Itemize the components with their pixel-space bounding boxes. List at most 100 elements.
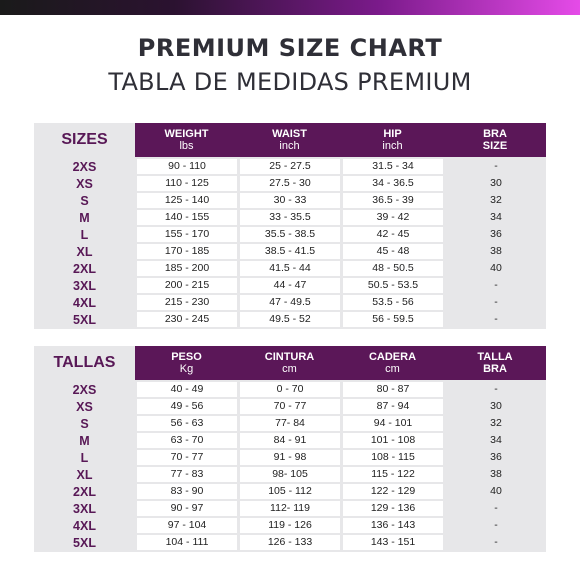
size-label: XS	[76, 400, 93, 414]
column-unit: lbs	[179, 140, 194, 152]
table-row: S 56 - 63 77- 84 94 - 101 32	[34, 416, 546, 433]
column-title: CINTURA	[264, 351, 315, 363]
size-chart-table-spanish: TALLAS PESO Kg CINTURA cm CADERA cm TALL…	[34, 346, 546, 552]
table-cell: 38	[490, 468, 502, 480]
top-gradient-bar	[0, 0, 580, 15]
table-cell: 136 - 143	[343, 518, 443, 533]
column-header-peso: PESO Kg	[135, 346, 238, 380]
size-label: 3XL	[73, 279, 96, 293]
size-label: 4XL	[73, 296, 96, 310]
table-cell: 41.5 - 44	[240, 261, 340, 276]
table-cell: 36.5 - 39	[343, 193, 443, 208]
table-cell: 155 - 170	[137, 227, 237, 242]
table-cell: 129 - 136	[343, 501, 443, 516]
table-cell: 39 - 42	[343, 210, 443, 225]
table-cell: 105 - 112	[240, 484, 340, 499]
table-cell: 36	[490, 451, 502, 463]
column-unit: inch	[382, 140, 403, 152]
table-cell: 90 - 110	[137, 159, 237, 174]
table-cell: 215 - 230	[137, 295, 237, 310]
table-row: 2XS 40 - 49 0 - 70 80 - 87 -	[34, 382, 546, 399]
table-cell: 0 - 70	[240, 382, 340, 397]
table-label: TALLAS	[53, 354, 116, 371]
column-header-cadera: CADERA cm	[341, 346, 444, 380]
size-chart-table-english: SIZES WEIGHT lbs WAIST inch HIP inch BRA…	[34, 123, 546, 329]
table-cell: 31.5 - 34	[343, 159, 443, 174]
table-header: PESO Kg CINTURA cm CADERA cm TALLA BRA	[135, 346, 546, 380]
table-cell: 70 - 77	[240, 399, 340, 414]
size-label: XL	[76, 245, 93, 259]
size-label: 4XL	[73, 519, 96, 533]
table-cell: 32	[490, 417, 502, 429]
column-unit: BRA	[483, 363, 507, 375]
table-cell: 90 - 97	[137, 501, 237, 516]
table-row: 5XL 104 - 111 126 - 133 143 - 151 -	[34, 535, 546, 552]
column-header-bra-size: BRA SIZE	[444, 123, 546, 157]
table-cell: 77- 84	[240, 416, 340, 431]
size-label: 2XS	[72, 383, 97, 397]
table-cell: -	[494, 519, 498, 531]
size-label: 2XL	[73, 262, 96, 276]
table-cell: 35.5 - 38.5	[240, 227, 340, 242]
table-cell: 87 - 94	[343, 399, 443, 414]
table-row: 3XL 90 - 97 112- 119 129 - 136 -	[34, 501, 546, 518]
table-row: XS 110 - 125 27.5 - 30 34 - 36.5 30	[34, 176, 546, 193]
size-label: L	[80, 451, 89, 465]
column-header-weight: WEIGHT lbs	[135, 123, 238, 157]
column-title: BRA	[483, 128, 507, 140]
table-cell: 101 - 108	[343, 433, 443, 448]
table-cell: 126 - 133	[240, 535, 340, 550]
table-row: XL 170 - 185 38.5 - 41.5 45 - 48 38	[34, 244, 546, 261]
table-label: SIZES	[61, 131, 108, 148]
column-header-waist: WAIST inch	[238, 123, 341, 157]
size-label: 2XL	[73, 485, 96, 499]
table-cell: 125 - 140	[137, 193, 237, 208]
table-row: M 140 - 155 33 - 35.5 39 - 42 34	[34, 210, 546, 227]
column-header-hip: HIP inch	[341, 123, 444, 157]
table-row: 4XL 97 - 104 119 - 126 136 - 143 -	[34, 518, 546, 535]
table-cell: 104 - 111	[137, 535, 237, 550]
column-title: CADERA	[368, 351, 417, 363]
size-label: M	[79, 434, 90, 448]
table-cell: 91 - 98	[240, 450, 340, 465]
table-cell: 34	[490, 211, 502, 223]
size-label: 3XL	[73, 502, 96, 516]
table-row: XL 77 - 83 98- 105 115 - 122 38	[34, 467, 546, 484]
table-cell: 170 - 185	[137, 244, 237, 259]
table-cell: 63 - 70	[137, 433, 237, 448]
table-cell: 50.5 - 53.5	[343, 278, 443, 293]
column-unit: inch	[279, 140, 300, 152]
table-cell: 30	[490, 400, 502, 412]
table-cell: 45 - 48	[343, 244, 443, 259]
page-subtitle: TABLA DE MEDIDAS PREMIUM	[108, 68, 472, 96]
table-cell: 38.5 - 41.5	[240, 244, 340, 259]
table-cell: 97 - 104	[137, 518, 237, 533]
size-label: 5XL	[73, 536, 96, 550]
table-cell: -	[494, 536, 498, 548]
table-cell: 56 - 59.5	[343, 312, 443, 327]
table-cell: 32	[490, 194, 502, 206]
table-cell: -	[494, 160, 498, 172]
table-cell: 34	[490, 434, 502, 446]
table-cell: -	[494, 502, 498, 514]
table-cell: 40	[490, 262, 502, 274]
table-cell: 84 - 91	[240, 433, 340, 448]
table-cell: 108 - 115	[343, 450, 443, 465]
table-cell: 185 - 200	[137, 261, 237, 276]
column-title: WEIGHT	[164, 128, 209, 140]
size-label: 5XL	[73, 313, 96, 327]
table-cell: 40	[490, 485, 502, 497]
table-cell: 49 - 56	[137, 399, 237, 414]
column-title: PESO	[171, 351, 202, 363]
size-label: L	[80, 228, 89, 242]
table-cell: 143 - 151	[343, 535, 443, 550]
table-cell: 56 - 63	[137, 416, 237, 431]
table-cell: 49.5 - 52	[240, 312, 340, 327]
table-cell: 25 - 27.5	[240, 159, 340, 174]
table-row: 5XL 230 - 245 49.5 - 52 56 - 59.5 -	[34, 312, 546, 329]
size-label: S	[80, 417, 89, 431]
table-cell: -	[494, 313, 498, 325]
size-label: XS	[76, 177, 93, 191]
table-row: XS 49 - 56 70 - 77 87 - 94 30	[34, 399, 546, 416]
column-header-cintura: CINTURA cm	[238, 346, 341, 380]
